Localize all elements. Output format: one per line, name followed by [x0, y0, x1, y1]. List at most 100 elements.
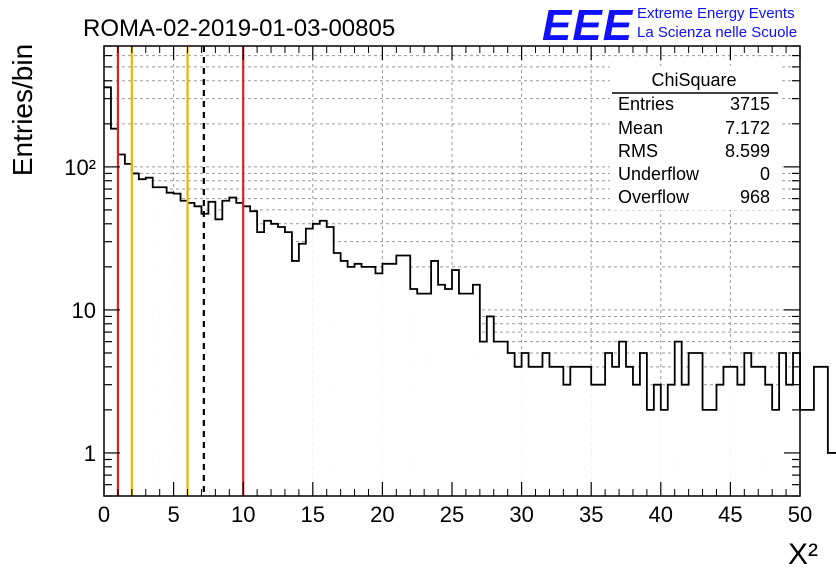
histogram-bin [236, 202, 244, 496]
histogram-bin [570, 366, 578, 496]
histogram-bin [250, 211, 258, 497]
histogram-bin [138, 179, 146, 496]
histogram-bin [549, 366, 557, 496]
histogram-bin [438, 284, 446, 496]
logo-letters: EEE [542, 1, 634, 50]
histogram-bin [187, 202, 195, 496]
histogram-bin [806, 409, 814, 496]
histogram-bin [382, 263, 390, 496]
histogram-bin [674, 341, 682, 496]
histogram-bin [577, 366, 585, 496]
histogram-bin [166, 192, 174, 496]
histogram-outline [104, 86, 836, 454]
histogram-bin [681, 384, 689, 496]
stats-label-rms: RMS [618, 141, 658, 161]
histogram-layer [104, 86, 836, 497]
x-tick-label: 50 [788, 502, 812, 527]
histogram-bin [646, 409, 654, 496]
histogram-bin [827, 452, 835, 496]
histogram-bin [507, 352, 515, 496]
histogram-bin [584, 366, 592, 496]
histogram-bin [361, 266, 369, 496]
histogram-bin [723, 366, 731, 496]
histogram-bin [431, 260, 439, 496]
histogram-bin [639, 352, 647, 496]
x-tick-label: 0 [98, 502, 110, 527]
stats-label-mean: Mean [618, 118, 663, 138]
histogram-bin [688, 352, 696, 496]
histogram-bin [222, 200, 230, 496]
histogram-bin [619, 341, 626, 496]
stats-value-overflow: 968 [740, 187, 770, 207]
histogram-bin [521, 352, 529, 496]
histogram-bin [389, 263, 397, 496]
histogram-bin [424, 293, 432, 496]
histogram-bin [556, 366, 564, 496]
histogram-bin [333, 252, 341, 496]
logo-line2: La Scienza nelle Scuole [637, 24, 797, 41]
stats-value-entries: 3715 [730, 94, 770, 114]
histogram-bin [653, 384, 661, 496]
histogram-bin [278, 226, 285, 496]
histogram-bin [403, 255, 411, 496]
x-tick-label: 35 [579, 502, 603, 527]
histogram-bin [284, 232, 292, 497]
histogram-bin [458, 293, 466, 496]
marker-lines-layer [116, 46, 245, 496]
histogram-bin [667, 384, 675, 496]
histogram-bin [264, 220, 272, 496]
histogram-bin [479, 341, 487, 496]
histogram-bin [117, 154, 125, 496]
histogram-bin [660, 409, 668, 496]
histogram-bin [180, 200, 188, 496]
histogram-bin [716, 384, 724, 496]
histogram-bin [786, 384, 794, 496]
histogram-bin [340, 260, 348, 496]
histogram-bin [145, 177, 153, 496]
histogram-bin [312, 223, 320, 496]
histogram-bin [104, 87, 111, 496]
histogram-bin [834, 452, 836, 496]
histogram-bin [820, 366, 828, 496]
histogram-bin [695, 352, 703, 496]
histogram-bin [528, 366, 536, 496]
histogram-bin [243, 206, 251, 496]
histogram-bin [702, 409, 710, 496]
eee-logo: EEE Extreme Energy Events La Scienza nel… [542, 1, 797, 50]
y-tick-label: 1 [84, 441, 96, 466]
x-tick-label: 20 [370, 502, 394, 527]
histogram-bin [493, 341, 501, 496]
histogram-bin [396, 255, 404, 496]
stats-label-overflow: Overflow [618, 187, 690, 207]
histogram-bin [194, 206, 202, 496]
y-tick-label: 10² [64, 155, 96, 180]
histogram-bin [514, 366, 522, 496]
stats-box: ChiSquare Entries 3715 Mean 7.172 RMS 8.… [610, 66, 780, 210]
histogram-bin [110, 128, 118, 496]
histogram-bin [605, 352, 613, 496]
stats-value-rms: 8.599 [725, 141, 770, 161]
histogram-bin [271, 223, 278, 496]
x-tick-label: 30 [509, 502, 533, 527]
histogram-bin [465, 293, 473, 496]
x-tick-label: 5 [167, 502, 179, 527]
stats-value-underflow: 0 [760, 164, 770, 184]
histogram-bin [500, 341, 508, 496]
histogram-bin [486, 316, 494, 496]
histogram-bin [751, 366, 759, 496]
histogram-bin [152, 187, 160, 497]
stats-label-underflow: Underflow [618, 164, 700, 184]
y-tick-label: 10 [72, 298, 96, 323]
histogram-bin [563, 384, 571, 496]
histogram-bin [793, 352, 800, 496]
y-tick-labels: 1 10 10² [64, 155, 96, 466]
histogram-bin [591, 384, 599, 496]
histogram-bin [779, 352, 787, 496]
stats-background [610, 66, 780, 210]
histogram-bin [368, 266, 376, 496]
histogram-bin [452, 270, 459, 496]
histogram-bin [612, 366, 620, 496]
histogram-bin [375, 273, 383, 496]
histogram-bin [737, 384, 745, 496]
